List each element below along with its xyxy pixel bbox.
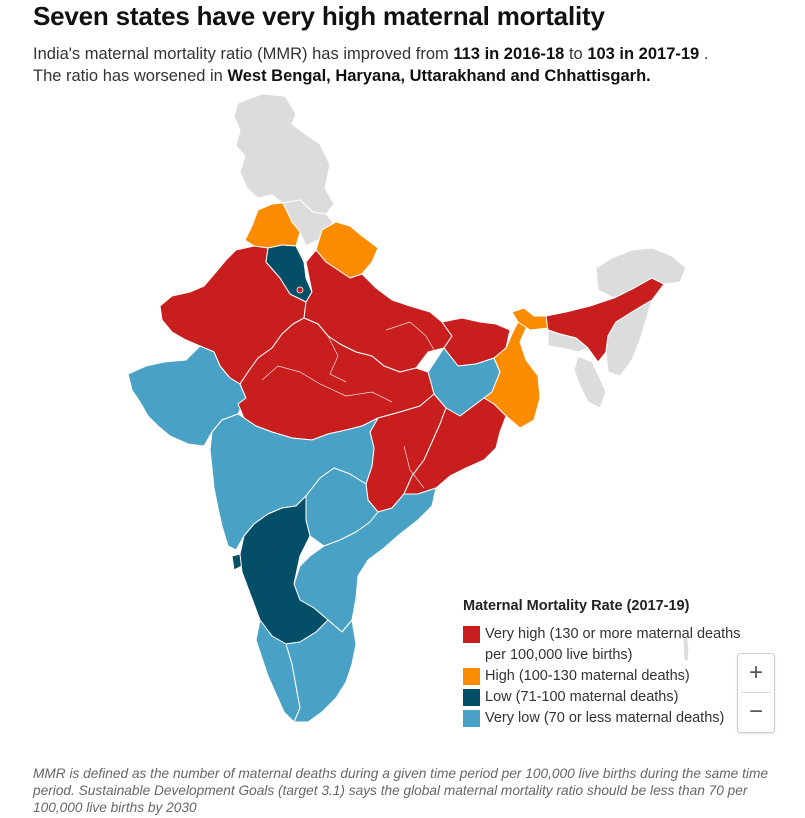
legend-swatch [463,626,480,643]
region-arunachal-pradesh[interactable] [595,247,687,299]
legend-label: High (100-130 maternal deaths) [485,668,690,684]
subtitle-text: India's maternal mortality ratio (MMR) h… [33,45,454,63]
subtitle-text: to [564,45,588,63]
subtitle-text: . [699,45,709,63]
region-nagaland-manipur[interactable] [605,299,653,377]
zoom-control: + − [737,653,775,733]
region-jammu-kashmir[interactable] [233,93,335,215]
boundary-line [385,321,435,351]
subtitle-highlight: 103 in 2017-19 [587,45,700,63]
legend-label: Very low (70 or less maternal deaths) [485,710,725,726]
subtitle-highlight: West Bengal, Haryana, Uttarakhand and Ch… [227,67,651,85]
legend-item-very-low[interactable]: Very low (70 or less maternal deaths) [463,708,753,729]
chart-title: Seven states have very high maternal mor… [33,1,605,31]
region-meghalaya[interactable] [547,329,589,353]
map-legend: Maternal Mortality Rate (2017-19) Very h… [463,598,753,729]
footnote: MMR is defined as the number of maternal… [33,766,768,815]
region-andaman-nicobar[interactable] [682,635,690,663]
legend-swatch [463,710,480,727]
boundary-line [261,365,393,403]
legend-item-very-high[interactable]: Very high (130 or more maternal deaths p… [463,624,753,666]
region-tamil-nadu[interactable] [285,619,357,723]
region-mizoram-tripura[interactable] [573,355,607,409]
zoom-in-button[interactable]: + [748,659,763,686]
boundary-line [403,445,425,489]
legend-item-high[interactable]: High (100-130 maternal deaths) [463,666,753,687]
legend-swatch [463,689,480,706]
region-delhi[interactable] [296,286,304,294]
legend-item-low[interactable]: Low (71-100 maternal deaths) [463,687,753,708]
subtitle-text: The ratio has worsened in [33,67,228,85]
legend-label: Very high (130 or more maternal deaths p… [485,626,741,663]
legend-label: Low (71-100 maternal deaths) [485,689,679,705]
region-odisha[interactable] [403,397,507,495]
legend-swatch [463,668,480,685]
subtitle-highlight: 113 in 2016-18 [453,45,565,63]
zoom-divider [742,692,770,693]
chart-subtitle: India's maternal mortality ratio (MMR) h… [33,43,783,87]
boundary-line [327,335,347,383]
zoom-out-button[interactable]: − [748,698,763,725]
region-karnataka[interactable] [239,495,329,645]
region-andaman-nicobar[interactable] [687,713,694,725]
legend-title: Maternal Mortality Rate (2017-19) [463,598,690,614]
